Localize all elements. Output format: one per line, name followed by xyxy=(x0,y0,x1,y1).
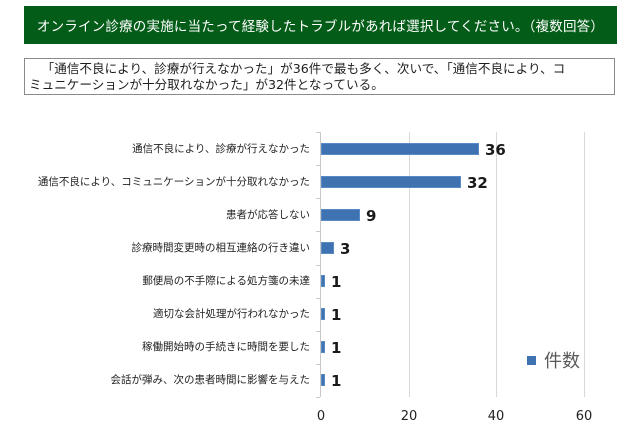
x-tick-label: 60 xyxy=(575,409,593,424)
category-label: 通信不良により、診療が行えなかった xyxy=(132,143,310,155)
gridline xyxy=(584,132,585,397)
y-axis-tick xyxy=(316,331,320,332)
y-axis-tick xyxy=(316,265,320,266)
data-label: 36 xyxy=(485,141,506,159)
bar xyxy=(321,374,325,386)
bar xyxy=(321,341,325,353)
category-label: 適切な会計処理が行われなかった xyxy=(153,308,310,320)
summary-box: 「通信不良により、診療が行えなかった」が36件で最も多く、次いで、「通信不良によ… xyxy=(24,58,615,95)
y-axis-tick xyxy=(316,132,320,133)
summary-line-1: 「通信不良により、診療が行えなかった」が36件で最も多く、次いで、「通信不良によ… xyxy=(41,61,566,76)
x-tick-label: 20 xyxy=(400,409,418,424)
bar xyxy=(321,275,325,287)
data-label: 9 xyxy=(366,207,377,225)
y-axis-tick xyxy=(316,364,320,365)
data-label: 1 xyxy=(331,372,342,390)
y-axis-tick xyxy=(316,231,320,232)
bar xyxy=(321,308,325,320)
category-label: 稼働開始時の手続きに時間を要した xyxy=(142,341,310,353)
data-label: 1 xyxy=(331,273,342,291)
category-label: 患者が応答しない xyxy=(226,209,310,221)
gridline xyxy=(409,132,410,397)
question-text: オンライン診療の実施に当たって経験したトラブルがあれば選択してください。（複数回… xyxy=(36,19,605,35)
chart-legend: 件数 xyxy=(527,347,580,373)
bar xyxy=(321,176,461,188)
category-label: 郵便局の不手際による処方箋の未達 xyxy=(142,275,310,287)
data-label: 32 xyxy=(467,174,488,192)
data-label: 1 xyxy=(331,306,342,324)
y-axis-tick xyxy=(316,298,320,299)
data-label: 3 xyxy=(340,240,351,258)
bar xyxy=(321,242,334,254)
question-banner: オンライン診療の実施に当たって経験したトラブルがあれば選択してください。（複数回… xyxy=(24,6,617,44)
bar xyxy=(321,209,360,221)
bar xyxy=(321,143,479,155)
y-axis-line xyxy=(320,132,321,397)
legend-swatch-icon xyxy=(527,355,536,365)
y-axis-tick xyxy=(316,165,320,166)
data-label: 1 xyxy=(331,339,342,357)
summary-line-2: ミュニケーションが十分取れなかった」が32件となっている。 xyxy=(29,77,384,92)
y-axis-tick xyxy=(316,198,320,199)
gridline xyxy=(496,132,497,397)
category-label: 会話が弾み、次の患者時間に影響を与えた xyxy=(110,374,311,386)
legend-label: 件数 xyxy=(544,351,580,372)
x-tick-label: 40 xyxy=(487,409,505,424)
x-tick-label: 0 xyxy=(316,409,326,424)
y-axis-tick xyxy=(316,397,320,398)
category-label: 通信不良により、コミュニケーションが十分取れなかった xyxy=(37,176,310,188)
category-label: 診療時間変更時の相互連絡の行き違い xyxy=(131,242,311,254)
